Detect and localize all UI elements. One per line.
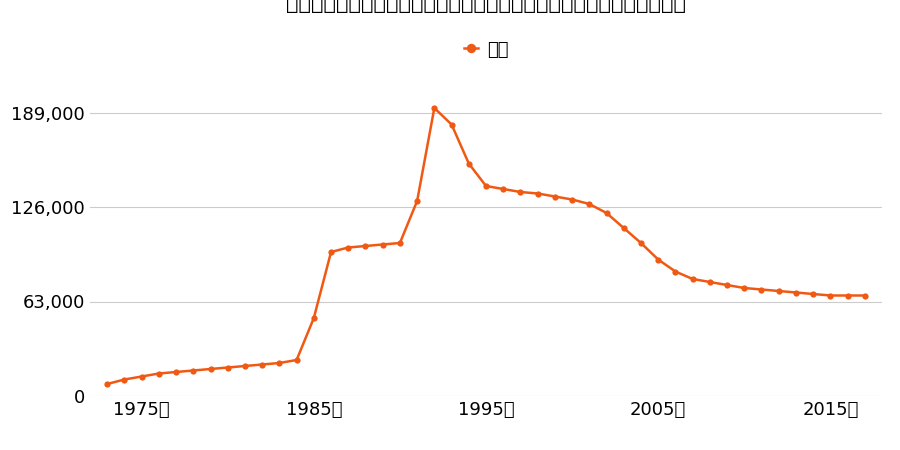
価格 bbox=[688, 276, 698, 282]
価格 bbox=[205, 366, 216, 372]
価格 bbox=[860, 293, 870, 298]
価格 bbox=[705, 279, 716, 285]
価格 bbox=[292, 357, 302, 363]
価格 bbox=[842, 293, 853, 298]
価格 bbox=[394, 240, 405, 246]
価格 bbox=[154, 371, 165, 376]
価格 bbox=[377, 242, 388, 247]
Line: 価格: 価格 bbox=[104, 105, 868, 387]
価格 bbox=[567, 197, 578, 202]
価格 bbox=[532, 191, 543, 196]
価格 bbox=[790, 290, 801, 295]
価格 bbox=[464, 161, 474, 166]
価格 bbox=[136, 374, 147, 379]
Title: 埼玉県北葛飾郡松伏町大字松伏字中新田４４５１番１の一部の地価推移: 埼玉県北葛飾郡松伏町大字松伏字中新田４４５１番１の一部の地価推移 bbox=[286, 0, 686, 13]
価格 bbox=[584, 201, 595, 207]
価格 bbox=[343, 245, 354, 250]
価格 bbox=[807, 291, 818, 297]
価格 bbox=[360, 243, 371, 249]
価格 bbox=[498, 186, 508, 192]
価格 bbox=[756, 287, 767, 292]
価格 bbox=[274, 360, 284, 366]
価格 bbox=[119, 377, 130, 382]
価格 bbox=[722, 282, 733, 288]
価格 bbox=[652, 257, 663, 262]
価格 bbox=[739, 285, 750, 291]
価格 bbox=[102, 381, 112, 387]
価格 bbox=[825, 293, 836, 298]
価格 bbox=[481, 183, 491, 189]
価格 bbox=[309, 315, 320, 321]
価格 bbox=[171, 369, 182, 375]
価格 bbox=[326, 249, 337, 255]
価格 bbox=[550, 194, 561, 199]
価格 bbox=[446, 122, 457, 127]
価格 bbox=[256, 362, 267, 367]
価格 bbox=[515, 189, 526, 195]
価格 bbox=[618, 225, 629, 231]
価格 bbox=[601, 210, 612, 216]
価格 bbox=[773, 288, 784, 294]
価格 bbox=[670, 269, 680, 274]
価格 bbox=[188, 368, 199, 373]
価格 bbox=[429, 105, 440, 111]
Legend: 価格: 価格 bbox=[456, 33, 516, 66]
価格 bbox=[239, 363, 250, 369]
価格 bbox=[411, 198, 422, 204]
価格 bbox=[222, 365, 233, 370]
価格 bbox=[635, 240, 646, 246]
